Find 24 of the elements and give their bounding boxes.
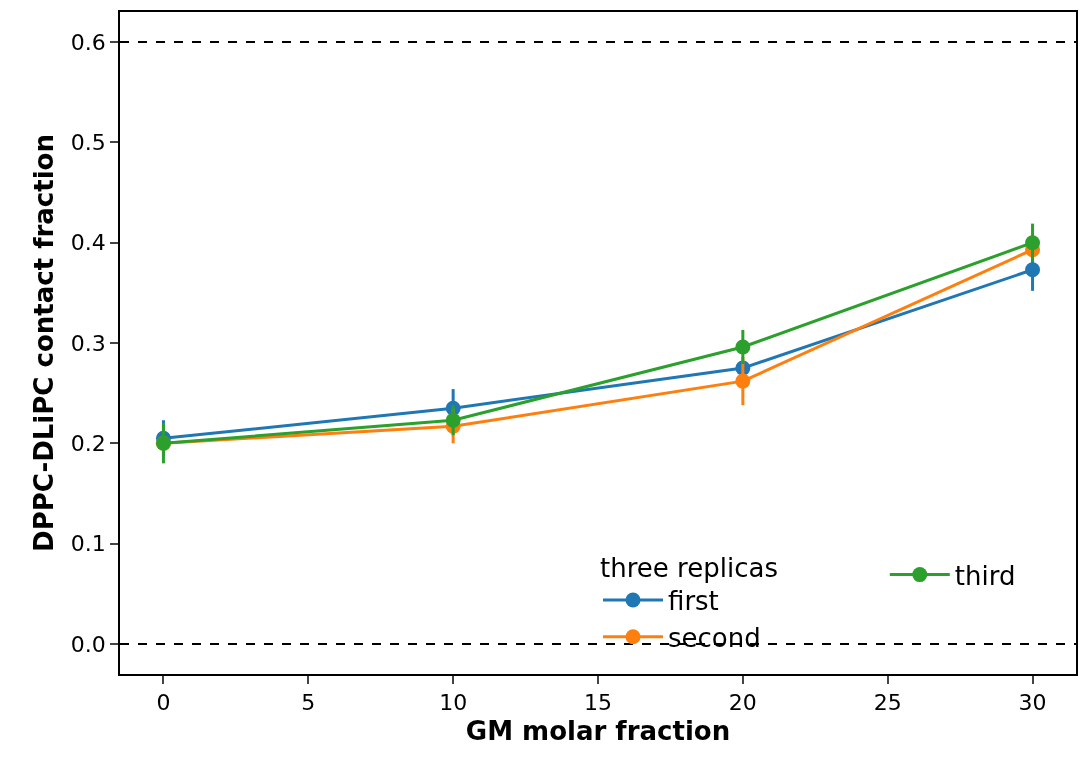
x-tick-label: 5 (301, 690, 316, 716)
x-tick-label: 15 (584, 690, 612, 716)
point (1025, 235, 1041, 251)
x-axis-title: GM molar fraction (465, 716, 731, 747)
y-tick-label: 0.3 (70, 330, 106, 356)
y-tick-label: 0.2 (70, 431, 106, 456)
x-tick-label: 0 (156, 690, 171, 716)
point (735, 373, 751, 389)
y-tick-label: 0.4 (70, 230, 106, 256)
point (445, 412, 461, 428)
x-tick-label: 20 (728, 690, 757, 716)
y-tick-label: 0.1 (70, 531, 106, 557)
x-tick-label: 10 (439, 690, 468, 716)
x-tick-label: 25 (873, 690, 902, 716)
y-tick-label: 0.0 (70, 631, 106, 657)
y-tick-label: 0.6 (70, 29, 106, 55)
legend-label: third (954, 560, 1016, 591)
legend-title: three replicas (600, 552, 778, 583)
y-tick-label: 0.5 (70, 130, 106, 156)
x-tick-label: 30 (1018, 690, 1047, 716)
point (735, 339, 751, 355)
legend-label: first (668, 586, 719, 617)
point (1025, 262, 1041, 278)
y-axis-title: DPPC-DLiPC contact fraction (28, 134, 59, 552)
